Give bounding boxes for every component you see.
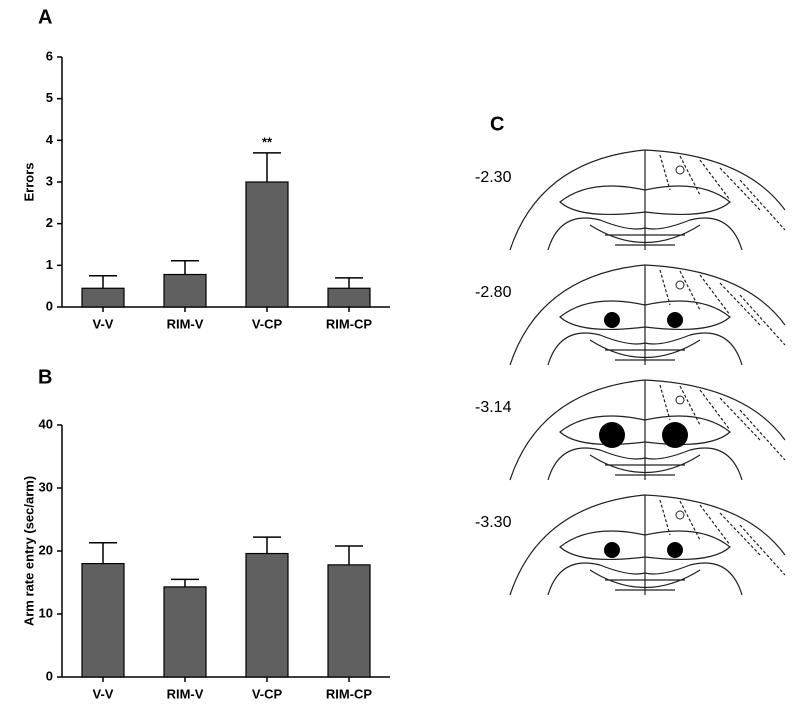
inner [547, 562, 743, 596]
y-tick-label: 30 [39, 479, 53, 494]
panel-label: B [38, 366, 52, 388]
lesion [604, 312, 620, 328]
hippocampus [559, 530, 731, 561]
y-tick-label: 6 [46, 48, 53, 63]
lesion [599, 422, 625, 448]
panel-label: C [490, 113, 504, 135]
x-tick-label: RIM-V [167, 686, 204, 701]
marker [675, 165, 685, 175]
lesion [667, 312, 683, 328]
brain-section: -3.14 [475, 379, 786, 481]
x-tick-label: RIM-CP [326, 686, 373, 701]
cortex-lines [659, 154, 786, 231]
x-tick-label: V-V [93, 316, 114, 331]
y-axis-label: Arm rate entry (sec/arm) [21, 476, 36, 626]
marker [675, 395, 685, 405]
section-label: -3.30 [475, 514, 512, 531]
bar [163, 273, 207, 308]
bar [81, 562, 125, 678]
y-tick-label: 20 [39, 542, 53, 557]
y-tick-label: 0 [46, 668, 53, 683]
hippocampus [559, 300, 731, 331]
brain-section: -3.30 [475, 494, 786, 596]
brain-section: -2.80 [475, 264, 786, 366]
bar [245, 181, 289, 308]
marker [675, 280, 685, 290]
y-tick-label: 0 [46, 298, 53, 313]
section-label: -2.30 [475, 169, 512, 186]
y-tick-label: 2 [46, 215, 53, 230]
x-tick-label: RIM-V [167, 316, 204, 331]
annotation: ** [262, 134, 273, 149]
thalamus [589, 224, 701, 246]
thalamus [589, 339, 701, 361]
x-tick-label: V-CP [252, 316, 283, 331]
y-tick-label: 10 [39, 605, 53, 620]
x-tick-label: V-V [93, 686, 114, 701]
thalamus [589, 454, 701, 476]
cortex-lines [659, 384, 786, 461]
y-tick-label: 1 [46, 257, 53, 272]
cortex-lines [659, 269, 786, 346]
inner [547, 332, 743, 366]
lesion [667, 542, 683, 558]
lesion [604, 542, 620, 558]
panel-label: A [38, 6, 52, 28]
cortex-lines [659, 499, 786, 576]
bar [327, 564, 371, 678]
y-axis-label: Errors [21, 162, 36, 201]
y-tick-label: 5 [46, 90, 53, 105]
panel-c: C -2.30 -2.80 -3.14 -3.30 [475, 113, 786, 596]
bar [163, 586, 207, 678]
hippocampus [559, 185, 731, 216]
bar [245, 552, 289, 678]
bar [327, 287, 371, 308]
lesion [662, 422, 688, 448]
marker [675, 510, 685, 520]
y-tick-label: 3 [46, 173, 53, 188]
inner [547, 447, 743, 481]
inner [547, 217, 743, 251]
brain-section: -2.30 [475, 149, 786, 251]
section-label: -2.80 [475, 284, 512, 301]
y-tick-label: 40 [39, 416, 53, 431]
x-tick-label: V-CP [252, 686, 283, 701]
x-tick-label: RIM-CP [326, 316, 373, 331]
section-label: -3.14 [475, 399, 512, 416]
bar [81, 287, 125, 308]
y-tick-label: 4 [46, 132, 54, 147]
thalamus [589, 569, 701, 591]
